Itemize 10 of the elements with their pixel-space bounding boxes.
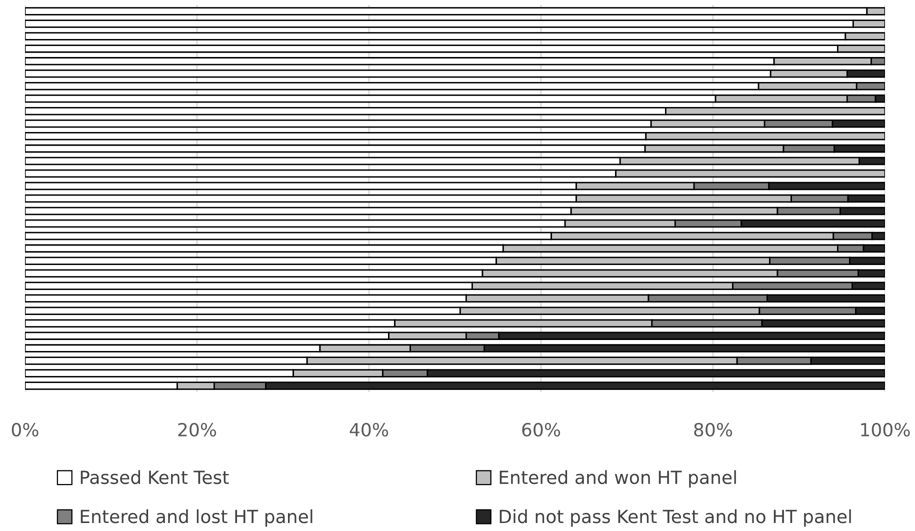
legend-label: Entered and won HT panel <box>500 470 736 488</box>
x-tick-label: 100% <box>861 422 910 437</box>
x-tick-label: 80% <box>694 422 732 437</box>
legend-label: Did not pass Kent Test and no HT panel <box>500 509 851 527</box>
x-tick-label: 20% <box>178 422 216 437</box>
x-tick-label: 0% <box>12 422 38 437</box>
legend-label: Passed Kent Test <box>80 470 229 484</box>
x-tick-label: 60% <box>522 422 560 437</box>
x-tick-label: 40% <box>350 422 388 437</box>
legend-label: Entered and lost HT panel <box>80 509 312 527</box>
